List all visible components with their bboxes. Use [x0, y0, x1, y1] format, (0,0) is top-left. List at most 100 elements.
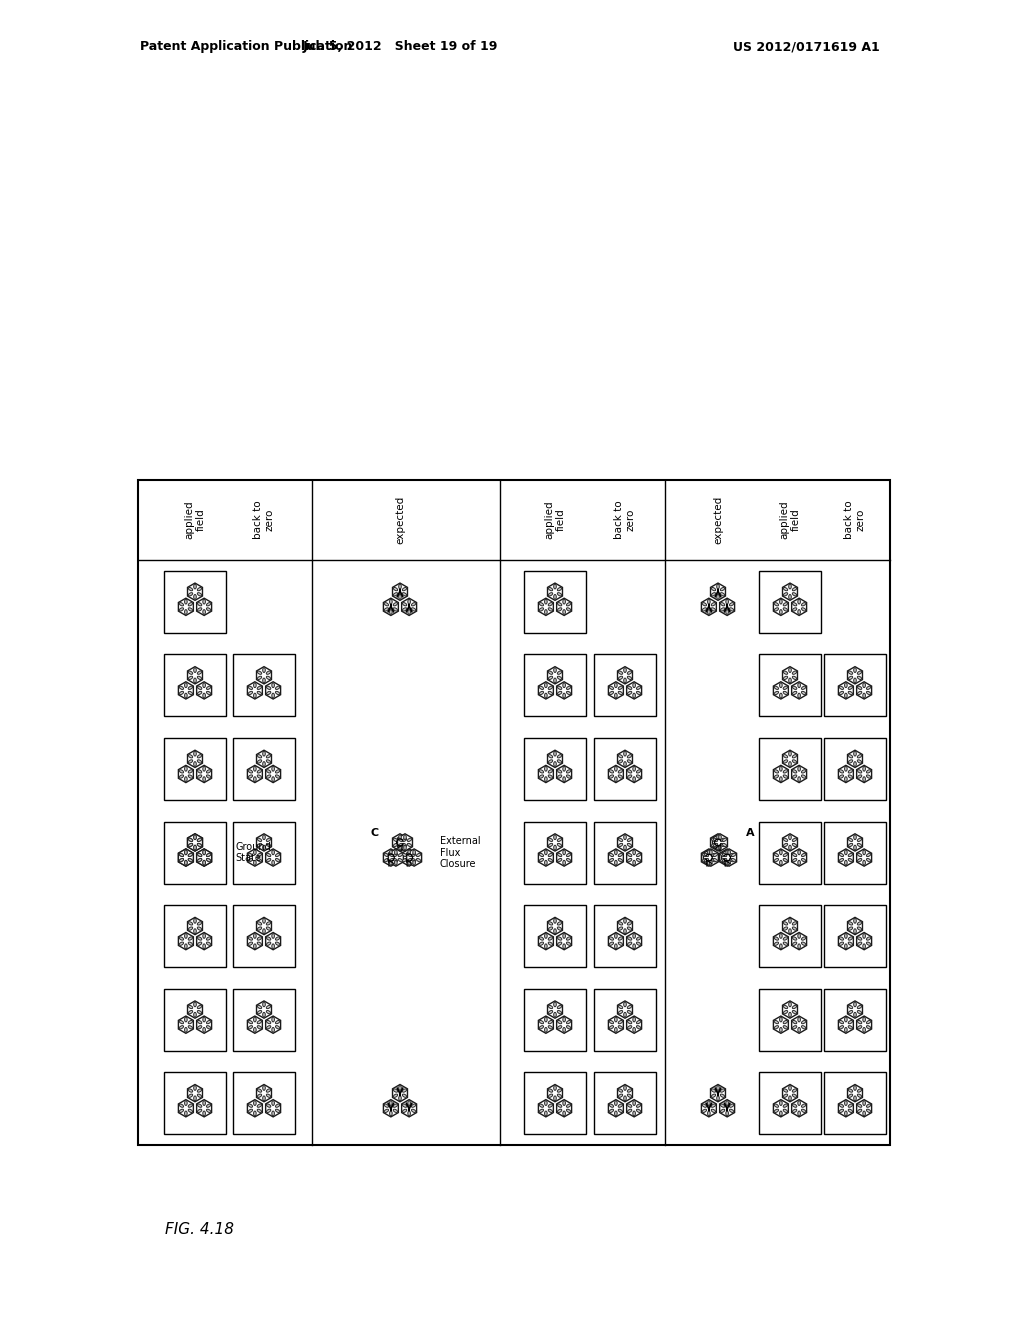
- Ellipse shape: [257, 1094, 262, 1097]
- Ellipse shape: [188, 921, 193, 925]
- Ellipse shape: [798, 1101, 801, 1105]
- Bar: [759, 655, 821, 717]
- Text: expected: expected: [713, 496, 723, 544]
- Ellipse shape: [557, 937, 562, 940]
- Polygon shape: [792, 766, 807, 783]
- Ellipse shape: [783, 1020, 787, 1024]
- Polygon shape: [703, 849, 719, 866]
- Ellipse shape: [628, 755, 632, 758]
- Ellipse shape: [848, 770, 853, 774]
- Polygon shape: [627, 681, 642, 700]
- Ellipse shape: [712, 853, 716, 857]
- Ellipse shape: [863, 944, 865, 949]
- Ellipse shape: [857, 676, 861, 680]
- Ellipse shape: [802, 942, 806, 945]
- Ellipse shape: [566, 692, 570, 694]
- Ellipse shape: [566, 607, 570, 611]
- Ellipse shape: [609, 942, 613, 945]
- Ellipse shape: [779, 1027, 782, 1032]
- Ellipse shape: [248, 858, 253, 862]
- Ellipse shape: [194, 834, 197, 840]
- Ellipse shape: [854, 1085, 856, 1090]
- Ellipse shape: [840, 937, 844, 940]
- Ellipse shape: [393, 1109, 397, 1113]
- Ellipse shape: [609, 1109, 613, 1113]
- Polygon shape: [257, 1085, 271, 1102]
- Ellipse shape: [557, 921, 561, 925]
- Bar: [824, 738, 886, 800]
- Ellipse shape: [729, 853, 734, 857]
- Ellipse shape: [248, 770, 253, 774]
- Ellipse shape: [802, 603, 806, 606]
- Ellipse shape: [402, 1094, 407, 1097]
- Ellipse shape: [783, 942, 787, 945]
- Polygon shape: [773, 932, 788, 950]
- Ellipse shape: [712, 593, 716, 595]
- Polygon shape: [722, 849, 736, 866]
- Ellipse shape: [783, 775, 787, 779]
- Ellipse shape: [628, 1089, 632, 1092]
- Bar: [524, 570, 586, 632]
- Ellipse shape: [203, 850, 206, 855]
- Ellipse shape: [857, 686, 862, 689]
- Ellipse shape: [702, 853, 707, 857]
- Ellipse shape: [708, 1101, 711, 1105]
- Ellipse shape: [203, 599, 206, 605]
- Ellipse shape: [614, 1101, 617, 1105]
- Ellipse shape: [863, 682, 865, 688]
- Ellipse shape: [248, 1026, 253, 1028]
- Ellipse shape: [545, 1027, 547, 1032]
- Polygon shape: [187, 834, 203, 851]
- Ellipse shape: [793, 937, 797, 940]
- Ellipse shape: [628, 921, 632, 925]
- Ellipse shape: [257, 853, 261, 857]
- Ellipse shape: [857, 921, 861, 925]
- Ellipse shape: [866, 775, 870, 779]
- Ellipse shape: [840, 686, 844, 689]
- Ellipse shape: [793, 607, 797, 611]
- Ellipse shape: [198, 770, 202, 774]
- Ellipse shape: [708, 861, 711, 865]
- Polygon shape: [392, 583, 408, 601]
- Ellipse shape: [866, 686, 870, 689]
- Text: expected: expected: [395, 496, 406, 544]
- Ellipse shape: [266, 1089, 270, 1092]
- Ellipse shape: [726, 861, 728, 865]
- Ellipse shape: [207, 853, 211, 857]
- Polygon shape: [265, 681, 281, 700]
- Ellipse shape: [624, 1085, 627, 1090]
- Ellipse shape: [194, 1096, 197, 1101]
- Ellipse shape: [549, 927, 553, 931]
- Ellipse shape: [188, 1094, 193, 1097]
- Ellipse shape: [628, 1104, 632, 1107]
- Ellipse shape: [854, 919, 856, 923]
- Ellipse shape: [788, 929, 792, 933]
- Ellipse shape: [628, 1109, 632, 1113]
- Ellipse shape: [840, 1109, 844, 1113]
- Polygon shape: [711, 583, 725, 601]
- Ellipse shape: [628, 1020, 632, 1024]
- Ellipse shape: [257, 671, 262, 675]
- Ellipse shape: [203, 776, 206, 781]
- Bar: [759, 738, 821, 800]
- Ellipse shape: [618, 858, 623, 862]
- Ellipse shape: [774, 858, 778, 862]
- Ellipse shape: [545, 776, 547, 781]
- Ellipse shape: [194, 594, 197, 599]
- Ellipse shape: [633, 682, 636, 688]
- Ellipse shape: [563, 861, 565, 865]
- Ellipse shape: [402, 593, 407, 595]
- Ellipse shape: [266, 692, 270, 694]
- Ellipse shape: [717, 1096, 719, 1101]
- Ellipse shape: [271, 1111, 274, 1115]
- Polygon shape: [773, 1100, 788, 1117]
- Text: US 2012/0171619 A1: US 2012/0171619 A1: [733, 40, 880, 53]
- Ellipse shape: [398, 585, 401, 589]
- Bar: [233, 989, 295, 1051]
- Ellipse shape: [798, 776, 801, 781]
- Ellipse shape: [863, 693, 865, 698]
- Ellipse shape: [866, 1020, 870, 1024]
- Ellipse shape: [188, 843, 193, 846]
- Ellipse shape: [783, 686, 787, 689]
- Ellipse shape: [545, 1018, 547, 1022]
